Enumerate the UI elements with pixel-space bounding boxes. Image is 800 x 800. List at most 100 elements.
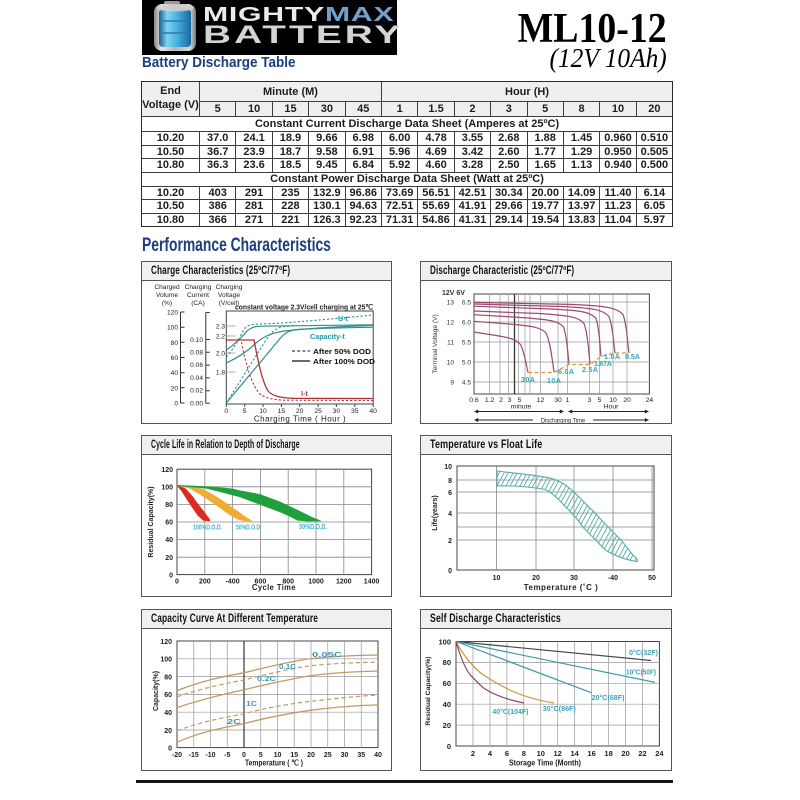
- svg-text:10: 10: [444, 464, 452, 471]
- svg-text:0.6: 0.6: [469, 397, 479, 404]
- svg-text:0: 0: [448, 568, 452, 575]
- svg-text:5.5: 5.5: [462, 340, 471, 347]
- svg-text:1: 1: [566, 397, 570, 404]
- svg-text:5: 5: [518, 397, 522, 404]
- svg-text:100: 100: [161, 485, 173, 492]
- svg-text:0: 0: [175, 579, 179, 586]
- svg-text:Capacity(%): Capacity(%): [153, 671, 160, 711]
- svg-text:Charging: Charging: [216, 284, 243, 291]
- svg-text:0.5A: 0.5A: [625, 352, 640, 361]
- svg-text:5: 5: [259, 752, 263, 759]
- svg-text:After 100% DOD: After 100% DOD: [313, 357, 376, 366]
- svg-text:6.0: 6.0: [462, 320, 471, 327]
- svg-text:20: 20: [532, 575, 540, 582]
- svg-text:0.08: 0.08: [190, 349, 203, 356]
- svg-text:20°C(68F): 20°C(68F): [592, 693, 626, 702]
- svg-text:0.06: 0.06: [190, 362, 203, 369]
- svg-text:0.00: 0.00: [190, 401, 203, 408]
- svg-text:20: 20: [443, 721, 451, 730]
- svg-text:30: 30: [333, 408, 341, 415]
- svg-text:9: 9: [450, 380, 454, 387]
- svg-text:Cycle Time: Cycle Time: [252, 583, 296, 592]
- svg-text:5: 5: [598, 397, 602, 404]
- svg-text:20: 20: [296, 408, 304, 415]
- svg-text:35: 35: [357, 752, 365, 759]
- svg-text:24: 24: [655, 749, 664, 758]
- svg-text:10: 10: [493, 575, 501, 582]
- svg-text:13: 13: [447, 300, 455, 307]
- svg-text:100: 100: [167, 325, 178, 332]
- svg-text:10: 10: [274, 752, 282, 759]
- svg-text:40: 40: [369, 408, 377, 415]
- svg-text:2C: 2C: [227, 719, 241, 726]
- svg-text:2: 2: [499, 397, 503, 404]
- svg-text:80: 80: [165, 502, 173, 509]
- svg-text:Storage Time (Month): Storage Time (Month): [509, 759, 581, 768]
- svg-text:4: 4: [448, 511, 452, 518]
- svg-text:4: 4: [488, 749, 493, 758]
- svg-text:120: 120: [160, 639, 172, 646]
- svg-text:10: 10: [447, 360, 455, 367]
- svg-text:20: 20: [623, 397, 631, 404]
- svg-text:After 50% DOD: After 50% DOD: [313, 347, 372, 356]
- svg-text:1.8: 1.8: [216, 370, 225, 377]
- svg-text:0: 0: [169, 572, 173, 579]
- svg-text:Capacity-t: Capacity-t: [310, 332, 345, 341]
- svg-text:Discharging Time: Discharging Time: [541, 418, 585, 424]
- svg-text:1400: 1400: [364, 579, 380, 586]
- svg-text:5: 5: [243, 408, 247, 415]
- svg-text:0: 0: [447, 742, 451, 751]
- svg-text:80: 80: [443, 658, 451, 667]
- svg-text:15: 15: [290, 752, 298, 759]
- svg-text:6: 6: [448, 490, 452, 497]
- svg-text:40: 40: [164, 710, 172, 717]
- svg-text:20: 20: [171, 385, 179, 392]
- svg-text:1000: 1000: [308, 579, 324, 586]
- svg-text:0: 0: [242, 752, 246, 759]
- svg-text:50: 50: [648, 575, 656, 582]
- svg-text:100%D.O.D.: 100%D.O.D.: [193, 525, 222, 532]
- svg-text:18: 18: [604, 749, 612, 758]
- svg-text:0.05C: 0.05C: [312, 652, 342, 659]
- svg-text:6: 6: [505, 749, 509, 758]
- svg-text:20: 20: [621, 749, 629, 758]
- svg-text:60: 60: [165, 520, 173, 527]
- svg-text:0.04: 0.04: [190, 375, 203, 382]
- svg-text:1.0A: 1.0A: [604, 352, 620, 361]
- svg-text:1.2: 1.2: [485, 397, 495, 404]
- svg-text:-40: -40: [608, 575, 618, 582]
- svg-text:Residual Capacity(%): Residual Capacity(%): [148, 486, 155, 557]
- svg-text:35: 35: [351, 408, 359, 415]
- svg-text:40: 40: [171, 370, 179, 377]
- svg-text:22: 22: [638, 749, 646, 758]
- svg-text:Charging Time ( Hour ): Charging Time ( Hour ): [254, 415, 346, 424]
- svg-text:Voltage: Voltage: [218, 292, 240, 299]
- svg-text:8: 8: [522, 749, 526, 758]
- svg-text:0.2C: 0.2C: [257, 676, 276, 683]
- svg-text:0.02: 0.02: [190, 388, 203, 395]
- svg-text:60: 60: [164, 692, 172, 699]
- svg-text:I-t: I-t: [301, 389, 308, 398]
- svg-text:-20: -20: [172, 752, 182, 759]
- svg-text:100: 100: [438, 637, 451, 646]
- svg-text:10: 10: [537, 749, 545, 758]
- svg-text:40: 40: [443, 700, 451, 709]
- svg-text:12: 12: [554, 749, 562, 758]
- svg-text:16: 16: [587, 749, 595, 758]
- svg-text:4.5: 4.5: [462, 380, 471, 387]
- svg-text:Charged: Charged: [154, 284, 180, 291]
- svg-text:80: 80: [164, 674, 172, 681]
- svg-text:120: 120: [167, 310, 178, 317]
- svg-text:30: 30: [570, 575, 578, 582]
- svg-text:30A: 30A: [521, 375, 535, 384]
- svg-text:0.1C: 0.1C: [279, 664, 296, 671]
- svg-text:5.0: 5.0: [462, 360, 471, 367]
- svg-text:6.5: 6.5: [462, 300, 471, 307]
- svg-text:20: 20: [165, 555, 173, 562]
- svg-text:1200: 1200: [336, 579, 352, 586]
- svg-text:Hour: Hour: [604, 404, 619, 411]
- svg-text:0°C(32F): 0°C(32F): [629, 648, 659, 657]
- svg-text:1.67A: 1.67A: [594, 359, 612, 368]
- svg-text:Charging: Charging: [185, 284, 212, 291]
- svg-text:20: 20: [164, 728, 172, 735]
